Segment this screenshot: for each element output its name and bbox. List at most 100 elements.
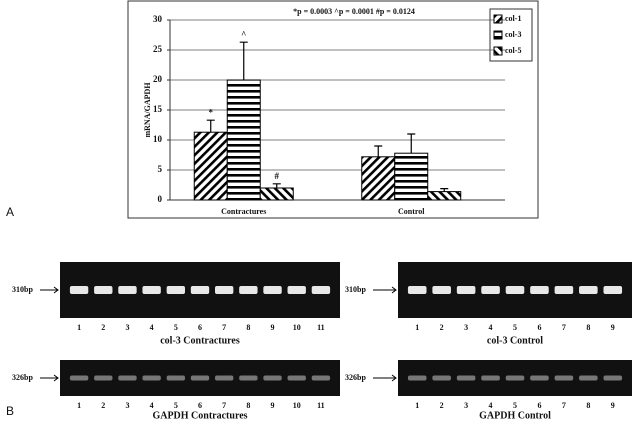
band <box>456 375 476 381</box>
lane-label: 6 <box>198 401 202 410</box>
error-bar <box>239 41 248 80</box>
p-values: *p = 0.0003 ^p = 0.0001 #p = 0.0124 <box>293 7 415 16</box>
chart-frame <box>127 0 539 219</box>
band <box>94 375 113 381</box>
lane-label: 4 <box>150 323 154 332</box>
lane-label: 8 <box>586 401 590 410</box>
lane-label: 5 <box>513 323 517 332</box>
legend-swatch <box>493 30 503 40</box>
lane-label: 6 <box>537 323 541 332</box>
band <box>530 375 549 381</box>
legend-label: col-3 <box>505 30 521 39</box>
error-bar <box>440 188 449 192</box>
marker-arrow <box>373 374 397 382</box>
band <box>311 375 331 381</box>
band <box>166 375 186 381</box>
band <box>142 375 161 381</box>
lane-label: 3 <box>125 323 129 332</box>
band <box>214 375 234 381</box>
band <box>166 286 186 294</box>
annotation: ^ <box>241 29 246 39</box>
lane-label: 1 <box>415 323 419 332</box>
y-tick-label: 0 <box>158 194 163 204</box>
x-tick-label: Contractures <box>221 207 266 216</box>
bar <box>361 156 396 201</box>
lane-label: 9 <box>271 323 275 332</box>
band <box>481 286 500 294</box>
annotation: # <box>275 171 280 181</box>
lane-label: 11 <box>317 401 325 410</box>
band <box>432 286 451 294</box>
lane-label: 5 <box>513 401 517 410</box>
legend-label: col-1 <box>505 14 521 23</box>
band <box>94 286 113 294</box>
band <box>456 286 476 294</box>
error-bar <box>272 183 281 188</box>
lane-label: 2 <box>440 401 444 410</box>
lane-label: 9 <box>611 401 615 410</box>
lane-label: 10 <box>293 401 301 410</box>
gel-caption: GAPDH Contractures <box>152 410 247 421</box>
band <box>69 286 89 294</box>
lane-label: 2 <box>101 323 105 332</box>
lane-label: 8 <box>246 401 250 410</box>
lane-label: 1 <box>77 323 81 332</box>
marker-arrow <box>373 286 397 294</box>
band <box>239 375 258 381</box>
band <box>554 286 574 294</box>
x-tick-label: Control <box>398 207 425 216</box>
error-bar <box>206 119 215 133</box>
band <box>118 286 137 294</box>
bar <box>226 79 261 201</box>
lane-label: 7 <box>222 401 226 410</box>
y-axis-label: mRNA/GAPDH <box>143 82 152 138</box>
band <box>407 286 427 294</box>
bar <box>259 187 294 201</box>
lane-label: 7 <box>222 323 226 332</box>
band <box>287 286 306 294</box>
lane-label: 10 <box>293 323 301 332</box>
panel-label: B <box>6 404 14 418</box>
size-marker: 326bp <box>345 373 366 382</box>
marker-arrow <box>40 286 59 294</box>
bar <box>427 191 462 201</box>
band <box>239 286 258 294</box>
panel-label: A <box>6 205 14 219</box>
size-marker: 310bp <box>345 285 366 294</box>
bar <box>394 152 429 201</box>
gel-caption: col-3 Control <box>487 335 543 346</box>
annotation: * <box>209 107 214 117</box>
band <box>407 375 427 381</box>
lane-label: 2 <box>440 323 444 332</box>
error-bar <box>407 133 416 154</box>
size-marker: 326bp <box>12 373 33 382</box>
lane-label: 1 <box>415 401 419 410</box>
band <box>603 286 623 294</box>
band <box>118 375 137 381</box>
band <box>505 375 525 381</box>
lane-label: 1 <box>77 401 81 410</box>
band <box>505 286 525 294</box>
lane-label: 8 <box>586 323 590 332</box>
band <box>530 286 549 294</box>
band <box>263 286 282 294</box>
legend-swatch <box>493 14 503 24</box>
band <box>190 375 210 381</box>
band <box>287 375 306 381</box>
band <box>579 286 598 294</box>
lane-label: 7 <box>562 401 566 410</box>
error-bar <box>374 145 383 157</box>
band <box>481 375 500 381</box>
bar <box>193 131 228 201</box>
y-tick-label: 25 <box>153 44 163 54</box>
gel-caption: GAPDH Control <box>479 410 551 421</box>
lane-label: 3 <box>464 323 468 332</box>
gel-caption: col-3 Contractures <box>160 335 240 346</box>
lane-label: 5 <box>174 401 178 410</box>
lane-label: 3 <box>464 401 468 410</box>
legend-label: col-5 <box>505 46 521 55</box>
band <box>69 375 89 381</box>
lane-label: 4 <box>489 323 493 332</box>
band <box>579 375 598 381</box>
